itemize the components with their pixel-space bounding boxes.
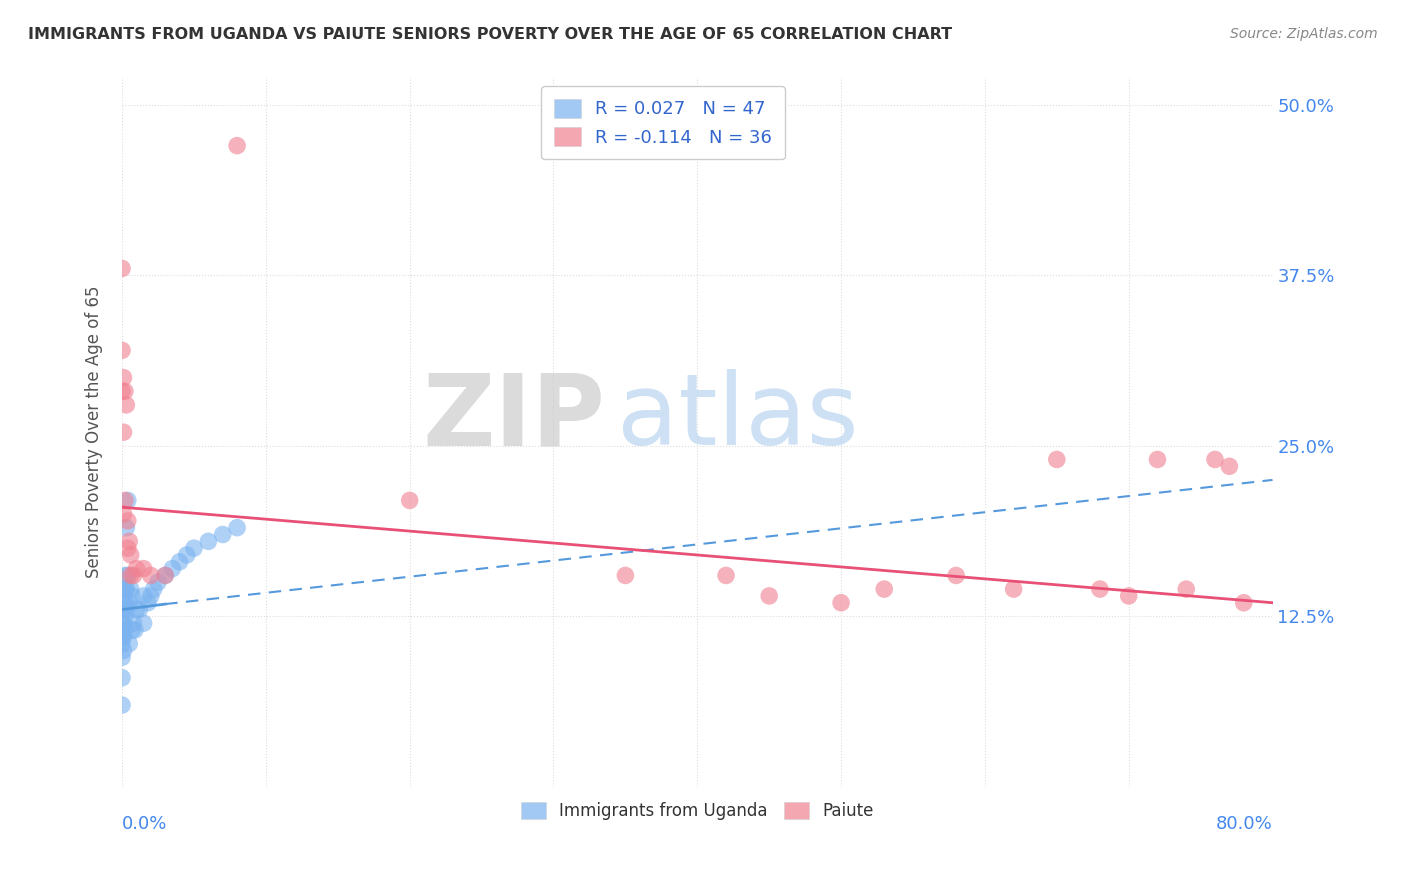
Point xyxy=(226,521,249,535)
Point xyxy=(120,568,142,582)
Point xyxy=(112,643,135,657)
Point xyxy=(111,698,134,712)
Point xyxy=(714,568,737,582)
Point xyxy=(398,493,420,508)
Point xyxy=(118,637,141,651)
Point xyxy=(112,616,135,631)
Point xyxy=(121,589,143,603)
Point xyxy=(124,623,146,637)
Point xyxy=(1118,589,1140,603)
Text: 0.0%: 0.0% xyxy=(122,815,167,833)
Point xyxy=(112,507,135,521)
Point xyxy=(211,527,233,541)
Point xyxy=(162,561,184,575)
Point xyxy=(1204,452,1226,467)
Point xyxy=(111,650,134,665)
Point xyxy=(1218,459,1240,474)
Point xyxy=(117,493,139,508)
Point xyxy=(120,582,142,596)
Text: Source: ZipAtlas.com: Source: ZipAtlas.com xyxy=(1230,27,1378,41)
Point xyxy=(1233,596,1256,610)
Text: ZIP: ZIP xyxy=(422,369,605,467)
Point xyxy=(1046,452,1069,467)
Point xyxy=(128,602,150,616)
Point xyxy=(115,398,138,412)
Point xyxy=(115,602,138,616)
Point xyxy=(111,623,134,637)
Point xyxy=(122,568,145,582)
Point xyxy=(1175,582,1198,596)
Point xyxy=(183,541,205,556)
Point xyxy=(115,521,138,535)
Point xyxy=(114,582,136,596)
Point xyxy=(114,493,136,508)
Point xyxy=(115,582,138,596)
Point xyxy=(111,602,134,616)
Legend: Immigrants from Uganda, Paiute: Immigrants from Uganda, Paiute xyxy=(512,793,882,829)
Point xyxy=(117,514,139,528)
Point xyxy=(136,596,159,610)
Point xyxy=(114,609,136,624)
Point xyxy=(117,568,139,582)
Point xyxy=(117,541,139,556)
Point xyxy=(132,616,155,631)
Point xyxy=(169,555,191,569)
Point xyxy=(111,671,134,685)
Point xyxy=(125,561,148,575)
Point xyxy=(122,616,145,631)
Point xyxy=(139,568,162,582)
Point xyxy=(111,384,134,399)
Point xyxy=(111,637,134,651)
Point xyxy=(111,343,134,358)
Text: 80.0%: 80.0% xyxy=(1216,815,1272,833)
Point xyxy=(873,582,896,596)
Point xyxy=(176,548,198,562)
Point xyxy=(112,370,135,384)
Point xyxy=(153,568,176,582)
Point xyxy=(614,568,637,582)
Point xyxy=(112,582,135,596)
Point xyxy=(226,138,249,153)
Point xyxy=(118,534,141,549)
Point xyxy=(114,568,136,582)
Point xyxy=(112,425,135,440)
Point xyxy=(945,568,967,582)
Point xyxy=(112,602,135,616)
Point xyxy=(1002,582,1025,596)
Point xyxy=(118,596,141,610)
Point xyxy=(830,596,852,610)
Point xyxy=(111,616,134,631)
Point xyxy=(112,596,135,610)
Point xyxy=(114,384,136,399)
Point xyxy=(111,630,134,644)
Point xyxy=(197,534,219,549)
Point xyxy=(120,548,142,562)
Text: atlas: atlas xyxy=(617,369,859,467)
Y-axis label: Seniors Poverty Over the Age of 65: Seniors Poverty Over the Age of 65 xyxy=(86,286,103,578)
Text: IMMIGRANTS FROM UGANDA VS PAIUTE SENIORS POVERTY OVER THE AGE OF 65 CORRELATION : IMMIGRANTS FROM UGANDA VS PAIUTE SENIORS… xyxy=(28,27,952,42)
Point xyxy=(112,630,135,644)
Point xyxy=(153,568,176,582)
Point xyxy=(146,575,169,590)
Point xyxy=(142,582,165,596)
Point xyxy=(125,602,148,616)
Point xyxy=(132,589,155,603)
Point xyxy=(114,596,136,610)
Point xyxy=(121,623,143,637)
Point xyxy=(132,561,155,575)
Point xyxy=(111,261,134,276)
Point xyxy=(1146,452,1168,467)
Point xyxy=(114,623,136,637)
Point xyxy=(1088,582,1111,596)
Point xyxy=(758,589,780,603)
Point xyxy=(139,589,162,603)
